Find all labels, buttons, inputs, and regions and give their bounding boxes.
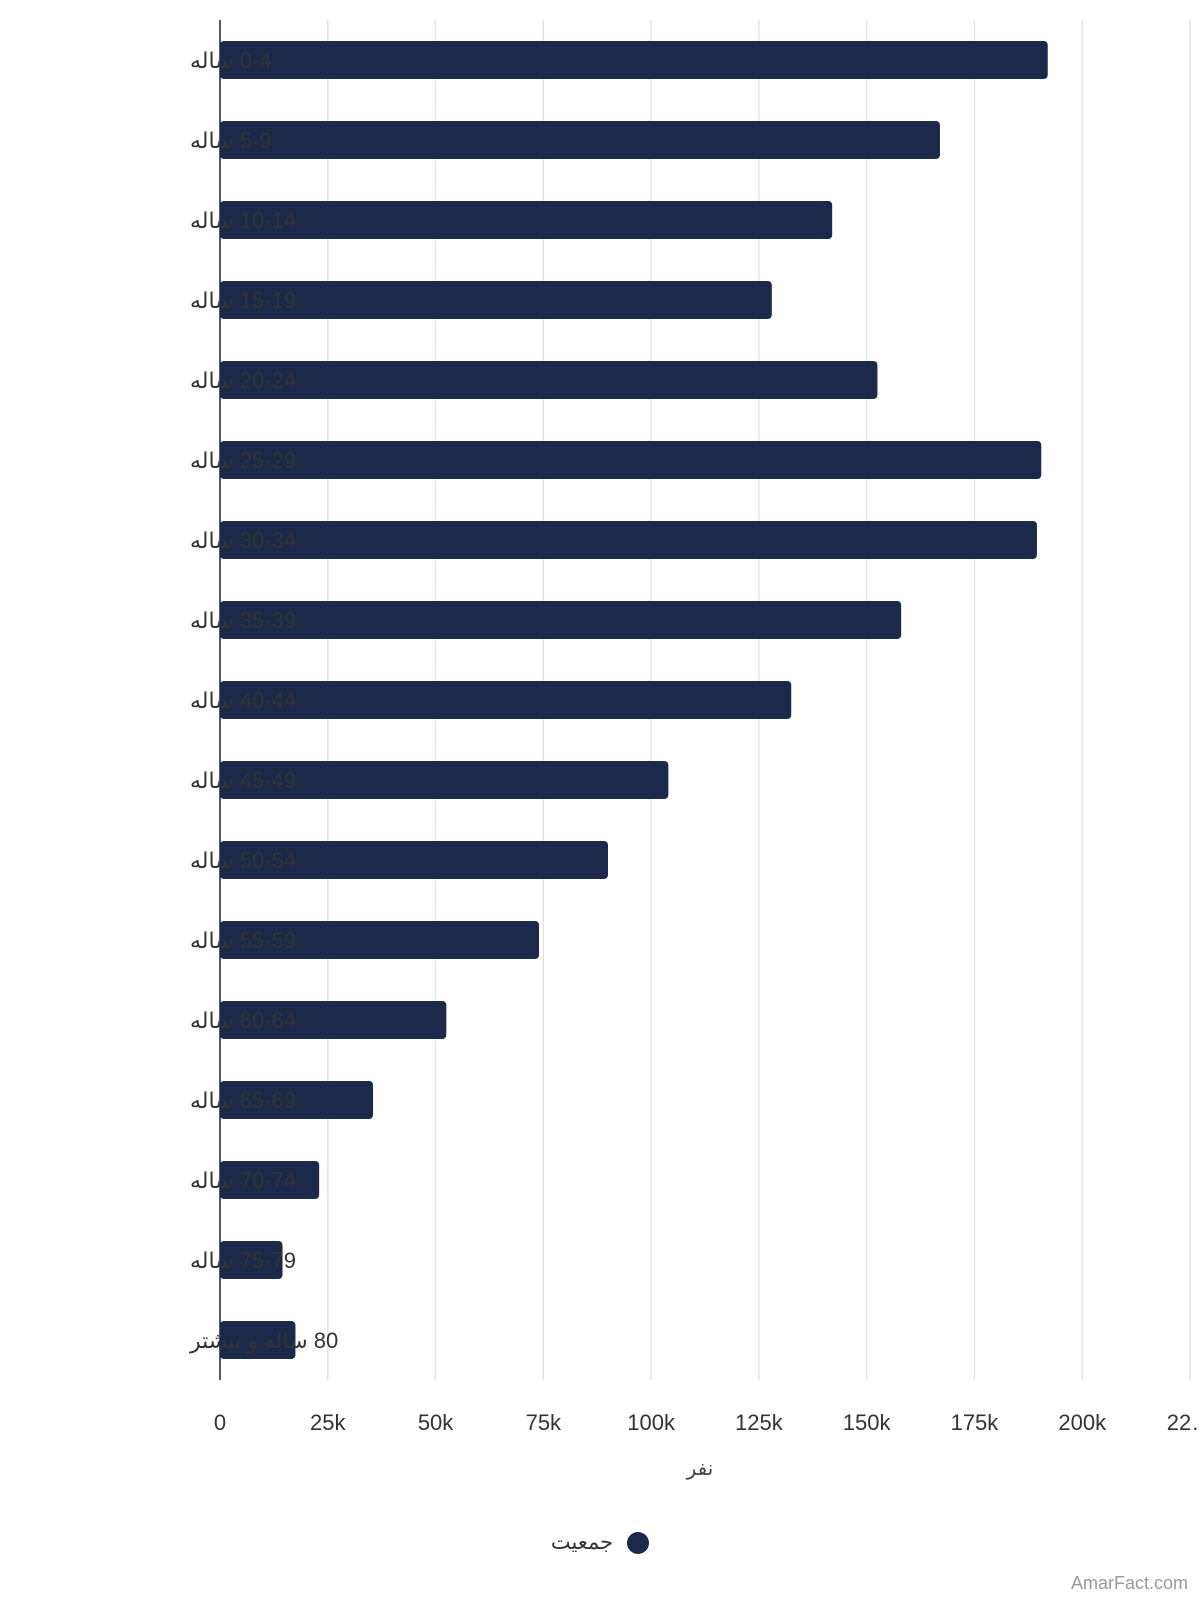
bar [220, 41, 1048, 79]
category-label: 30-34 ساله [190, 528, 296, 553]
bar [220, 601, 902, 639]
category-label: 55-59 ساله [190, 928, 296, 953]
bar [220, 441, 1042, 479]
bar [220, 281, 772, 319]
bar [220, 1081, 374, 1119]
x-tick-label: 0 [214, 1410, 226, 1435]
x-tick-label: 100k [627, 1410, 676, 1435]
watermark: AmarFact.com [1070, 1573, 1188, 1593]
category-label: 80 ساله و بیشتر [189, 1328, 338, 1353]
x-tick-label: 50k [418, 1410, 454, 1435]
category-label: 35-39 ساله [190, 608, 296, 633]
bar [220, 121, 940, 159]
category-label: 65-69 ساله [190, 1088, 296, 1113]
category-label: 60-64 ساله [190, 1008, 296, 1033]
x-tick-label: 200k [1058, 1410, 1107, 1435]
category-label: 75-79 ساله [190, 1248, 296, 1273]
legend-swatch [627, 1531, 650, 1554]
bar [220, 521, 1037, 559]
category-label: 20-24 ساله [190, 368, 296, 393]
bar [220, 1321, 296, 1359]
bar [220, 361, 878, 399]
category-label: 10-14 ساله [190, 208, 296, 233]
bar [220, 681, 792, 719]
category-label: 15-19 ساله [190, 288, 296, 313]
bar [220, 201, 833, 239]
x-tick-label: 175k [951, 1410, 1000, 1435]
bar [220, 1001, 447, 1039]
category-label: 50-54 ساله [190, 848, 296, 873]
x-axis-title: نفر [686, 1458, 714, 1480]
legend-label: جمعیت [550, 1531, 614, 1554]
category-label: 0-4 ساله [190, 48, 272, 73]
category-label: 5-9 ساله [190, 128, 272, 153]
legend: جمعیت [0, 1530, 1200, 1555]
category-label: 45-49 ساله [190, 768, 296, 793]
bar [220, 1241, 283, 1279]
bar [220, 841, 608, 879]
x-tick-label: 25k [310, 1410, 346, 1435]
category-label: 70-74 ساله [190, 1168, 296, 1193]
bar [220, 921, 540, 959]
x-tick-label: 150k [843, 1410, 892, 1435]
x-tick-label: 22… [1167, 1410, 1200, 1435]
x-tick-label: 125k [735, 1410, 784, 1435]
x-tick-label: 75k [526, 1410, 562, 1435]
category-label: 25-29 ساله [190, 448, 296, 473]
bar [220, 1161, 320, 1199]
category-label: 40-44 ساله [190, 688, 296, 713]
bar [220, 761, 669, 799]
